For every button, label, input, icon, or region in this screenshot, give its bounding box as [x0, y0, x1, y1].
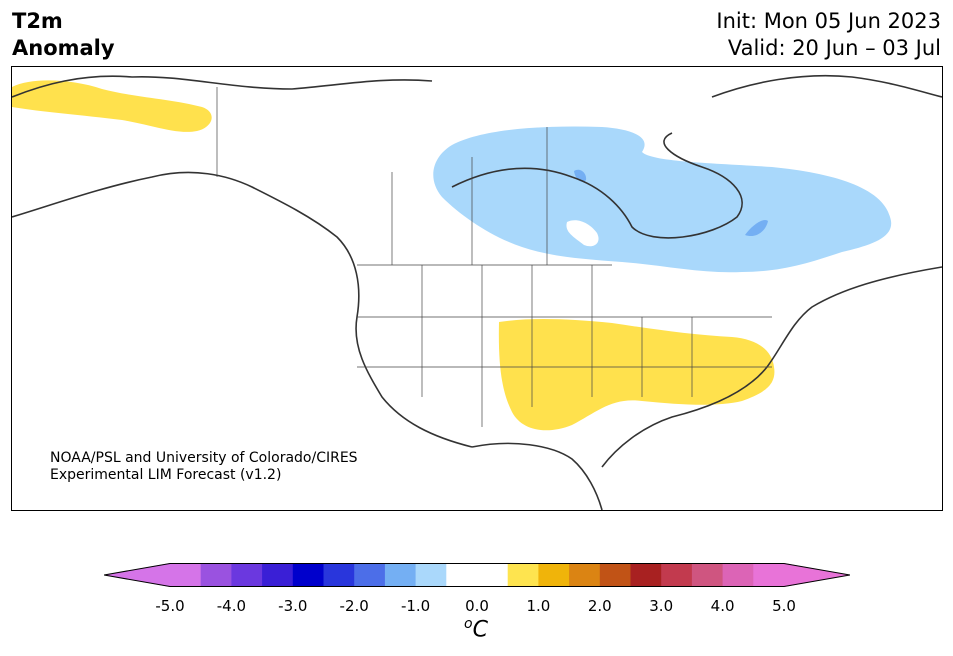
colorbar-tick-label: -5.0: [155, 597, 185, 615]
colorbar-tick-label: -2.0: [339, 597, 369, 615]
unit-degree: o: [464, 616, 473, 632]
colorbar-segment: [507, 563, 539, 587]
colorbar-unit: oC: [464, 616, 488, 642]
credit-line-2: Experimental LIM Forecast (v1.2): [50, 467, 282, 483]
colorbar-tick-label: -4.0: [216, 597, 247, 615]
colorbar-segment: [170, 563, 202, 587]
colorbar-segment: [415, 563, 447, 587]
colorbar-segment: [661, 563, 693, 587]
cool-anomaly-core-east: [745, 219, 768, 237]
colorbar-segment: [384, 563, 417, 587]
colorbar-segment: [722, 563, 754, 587]
warm-anomaly-south: [498, 319, 775, 431]
cool-anomaly-canada: [433, 126, 892, 273]
colorbar-outline: [104, 563, 850, 587]
map-canvas: [12, 74, 942, 510]
colorbar-segment: [231, 563, 263, 587]
colorbar-under-arrow: [104, 563, 170, 587]
colorbar-segment: [538, 563, 570, 587]
valid-range: Valid: 20 Jun – 03 Jul: [727, 36, 941, 60]
colorbar-segment: [630, 563, 662, 587]
unit-letter: C: [472, 617, 488, 643]
colorbar-segment: [599, 563, 631, 587]
colorbar-tick-label: -3.0: [278, 597, 308, 615]
map-panel: NOAA/PSL and University of Colorado/CIRE…: [11, 66, 943, 511]
variable-subtitle: Anomaly: [12, 36, 115, 60]
credit-note: NOAA/PSL and University of Colorado/CIRE…: [50, 450, 358, 484]
colorbar-tick-label: 1.0: [526, 597, 551, 615]
colorbar: [104, 563, 850, 587]
colorbar-tick-label: 2.0: [587, 597, 612, 615]
variable-name: T2m: [12, 9, 63, 33]
cool-gap-hudson: [566, 220, 599, 247]
colorbar-segment: [753, 563, 785, 587]
political-borders: [216, 87, 772, 427]
variable-title: T2m Anomaly: [12, 8, 115, 62]
colorbar-segment: [262, 563, 294, 587]
colorbar-segment: [477, 563, 509, 587]
colorbar-segment: [292, 563, 324, 587]
date-info: Init: Mon 05 Jun 2023 Valid: 20 Jun – 03…: [716, 8, 941, 62]
init-date: Init: Mon 05 Jun 2023: [716, 9, 941, 33]
colorbar-tick-label: 0.0: [465, 597, 489, 615]
credit-line-1: NOAA/PSL and University of Colorado/CIRE…: [50, 450, 358, 466]
colorbar-segment: [691, 563, 724, 587]
colorbar-segment: [569, 563, 601, 587]
cool-anomaly-core-west: [574, 169, 587, 182]
colorbar-tick-label: -1.0: [400, 597, 431, 615]
warm-anomaly-northwest: [12, 80, 212, 132]
colorbar-segment: [323, 563, 355, 587]
colorbar-segment: [200, 563, 232, 587]
colorbar-tick-label: 3.0: [649, 597, 674, 615]
colorbar-segment: [446, 563, 478, 587]
coastlines: [12, 74, 942, 510]
colorbar-over-arrow: [784, 563, 850, 587]
colorbar-segment: [354, 563, 386, 587]
colorbar-tick-label: 4.0: [710, 597, 735, 615]
colorbar-tick-label: 5.0: [772, 597, 796, 615]
